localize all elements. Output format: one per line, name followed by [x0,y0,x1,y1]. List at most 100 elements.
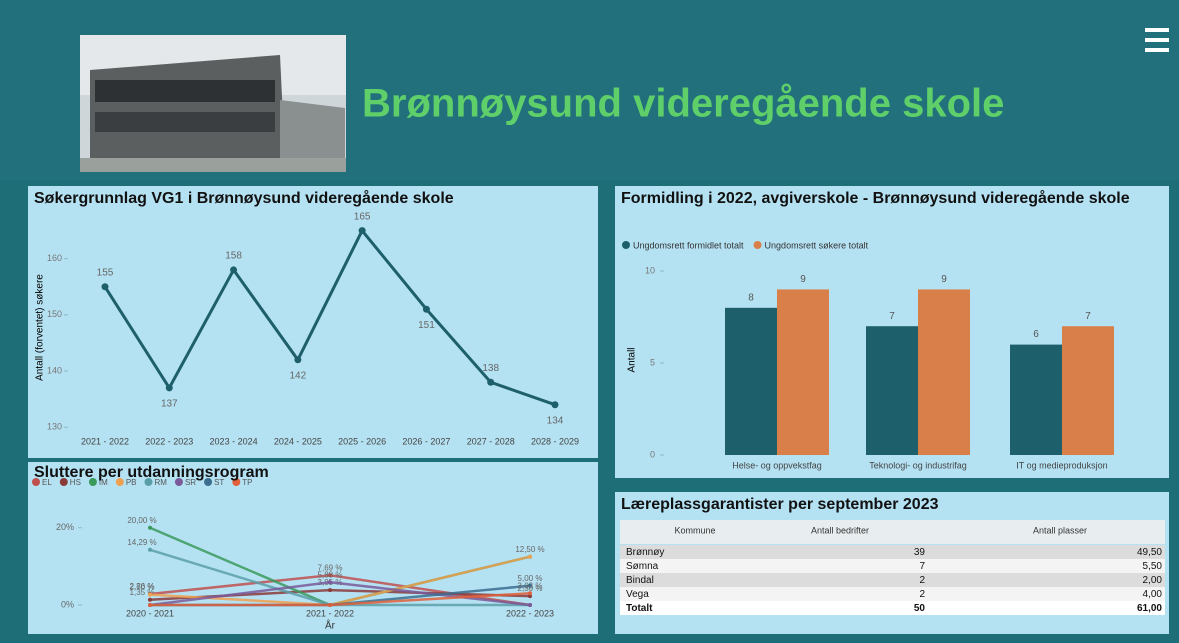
point [423,306,430,313]
table-row [620,587,1165,601]
x-tick-label: 2024 - 2025 [274,436,322,446]
x-tick-label: Helse- og oppvekstfag [732,460,822,470]
x-tick-label: 2020 - 2021 [126,608,174,618]
table-cell: 4,00 [1143,589,1163,600]
bar [777,289,829,455]
x-tick-label: 2027 - 2028 [467,436,515,446]
y-tick-label: 10 [645,265,655,275]
x-tick-label: 2021 - 2022 [306,608,354,618]
point [148,526,152,530]
bar [725,308,777,455]
value-label: 14,29 % [127,538,156,547]
panel-title: Søkergrunnlag VG1 i Brønnøysund videregå… [34,190,594,208]
point [148,593,152,597]
legend-swatch [754,241,762,249]
table-cell: 39 [914,547,926,558]
y-tick-label: 5 [650,357,655,367]
panel-title: Læreplassgarantister per september 2023 [621,496,1161,514]
value-label: 151 [418,320,435,331]
y-axis-label: Antall (forventet) søkere [35,274,46,381]
point [148,603,152,607]
point [528,603,532,607]
table-cell: 50 [914,603,926,614]
point [328,603,332,607]
school-photo [80,35,346,172]
panel-title: Formidling i 2022, avgiverskole - Brønnø… [621,190,1161,208]
table-row [620,545,1165,559]
point [294,356,301,363]
legend-swatch [622,241,630,249]
table-cell: Brønnøy [626,547,664,558]
point [487,379,494,386]
y-tick-label: 130 [47,422,62,432]
y-tick-label: 0 [650,449,655,459]
value-label: 8 [748,292,754,303]
table-cell: 7 [919,561,925,572]
menu-button[interactable] [1145,28,1169,52]
value-label: 7 [1085,311,1091,322]
point [102,283,109,290]
column-header: Antall plasser [1033,525,1087,535]
x-tick-label: IT og medieproduksjon [1016,460,1107,470]
bar [1010,345,1062,455]
point [328,588,332,592]
value-label: 5,88 % [318,570,343,579]
value-label: 7 [889,311,895,322]
value-label: 137 [161,399,178,410]
bar [918,289,970,455]
panel [28,186,598,458]
legend-label: Ungdomsrett søkere totalt [765,240,869,250]
menu-bar [1145,48,1169,52]
x-tick-label: 2025 - 2026 [338,436,386,446]
x-axis-label: År [325,619,336,632]
value-label: 138 [482,363,499,374]
value-label: 9 [941,274,947,285]
value-label: 158 [225,251,242,262]
value-label: 6 [1033,329,1039,340]
value-label: 142 [290,370,307,381]
point [552,401,559,408]
value-label: 12,50 % [515,545,544,554]
menu-bar [1145,38,1169,42]
table-cell: 5,50 [1143,561,1163,572]
table-cell: 49,50 [1137,547,1162,558]
table-cell: Bindal [626,575,654,586]
value-label: 3,03 % [518,581,543,590]
value-label: 9 [800,274,806,285]
table-row [620,559,1165,573]
bar [866,326,918,455]
x-tick-label: 2021 - 2022 [81,436,129,446]
x-tick-label: 2022 - 2023 [506,608,554,618]
canvas: Brønnøysund videregående skole Antall (f… [0,0,1179,643]
point [148,598,152,602]
point [230,266,237,273]
x-tick-label: Teknologi- og industrifag [869,460,967,470]
point [148,548,152,552]
value-label: 20,00 % [127,516,156,525]
page-title: Brønnøysund videregående skole [362,82,1004,126]
point [528,555,532,559]
x-tick-label: 2023 - 2024 [210,436,258,446]
table-cell: Totalt [626,603,653,614]
y-tick-label: 140 [47,365,62,375]
point [166,384,173,391]
table-row [620,573,1165,587]
table-cell: 2 [919,589,925,600]
point [528,591,532,595]
menu-bar [1145,28,1169,32]
y-tick-label: 160 [47,253,62,263]
table-cell: Sømna [626,561,659,572]
value-label: 134 [547,415,564,426]
dashboard: Brønnøysund videregående skole Antall (f… [0,0,1179,643]
x-tick-label: 2028 - 2029 [531,436,579,446]
value-label: 165 [354,211,371,222]
value-label: 155 [97,267,114,278]
panel-title: Sluttere per utdanningsrogram [34,464,594,482]
point [359,227,366,234]
column-header: Antall bedrifter [811,525,869,535]
value-label: 2,70 % [130,583,155,592]
y-tick-label: 0% [61,599,74,609]
bar [1062,326,1114,455]
y-tick-label: 20% [56,522,74,532]
table-row [620,601,1165,615]
